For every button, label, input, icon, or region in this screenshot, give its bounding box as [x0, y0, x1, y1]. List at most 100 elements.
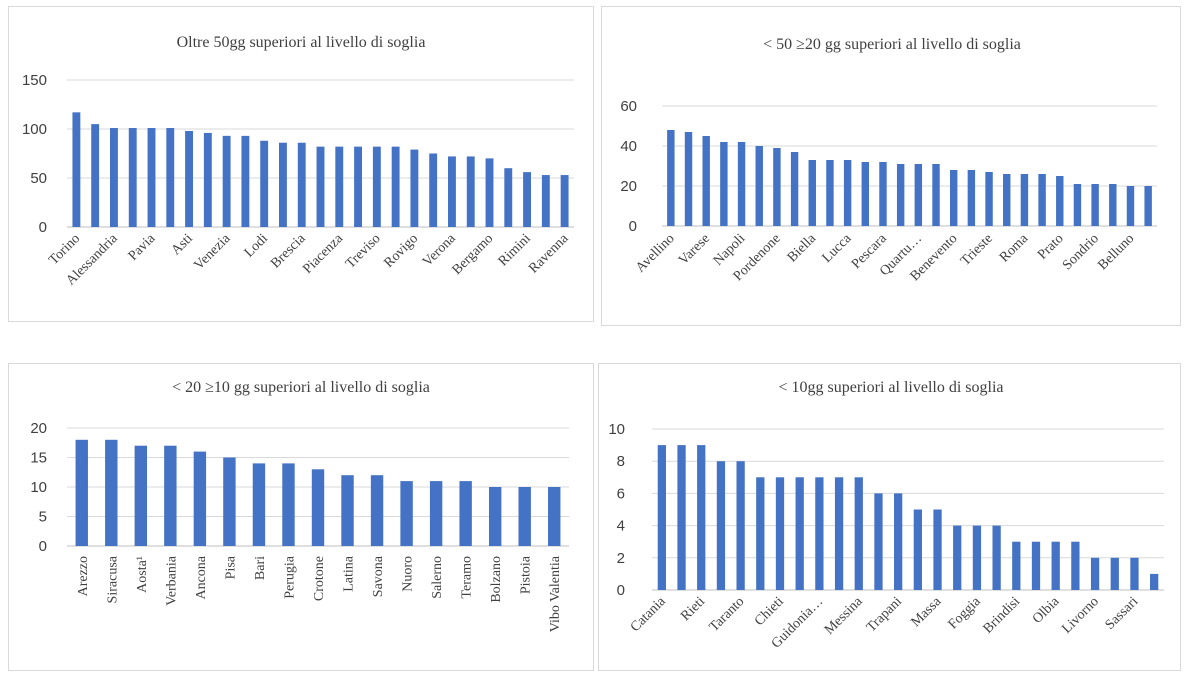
bar [795, 477, 804, 590]
bar [548, 487, 561, 546]
x-tick-label: Sondrio [1060, 231, 1102, 273]
x-tick-label: Trapani [864, 594, 905, 635]
y-tick-label: 6 [617, 485, 625, 502]
x-tick-label: Vibo Valentia [548, 555, 563, 632]
bar [560, 175, 569, 227]
chart-title: < 20 ≥10 gg superiori al livello di sogl… [172, 379, 430, 396]
x-tick-label: Catania [628, 594, 669, 635]
y-tick-label: 15 [30, 450, 47, 467]
bar [790, 152, 799, 226]
chart-svg-oltre-50: Oltre 50gg superiori al livello di sogli… [22, 34, 574, 289]
bar [429, 153, 438, 227]
bar [341, 475, 354, 546]
x-tick-label: Ancona [194, 555, 209, 599]
x-tick-label: Salerno [430, 556, 445, 599]
x-tick-label: Savona [371, 555, 386, 597]
y-tick-label: 100 [22, 121, 47, 138]
bar [702, 136, 710, 226]
bar [1031, 541, 1041, 590]
y-tick-label: 4 [617, 518, 625, 535]
x-tick-label: Chieti [752, 594, 787, 629]
bar [185, 130, 193, 227]
bar [260, 140, 269, 227]
bar [164, 445, 177, 546]
chart-svg-20-10: < 20 ≥10 gg superiori al livello di sogl… [30, 379, 569, 632]
bar [297, 142, 306, 227]
x-tick-label: Perugia [282, 555, 297, 599]
x-tick-label: Prato [1035, 231, 1067, 263]
chart-title: < 50 ≥20 gg superiori al livello di sogl… [763, 36, 1021, 53]
bar [854, 477, 863, 590]
x-tick-label: Sassari [1103, 594, 1142, 633]
bar [843, 160, 852, 226]
bar [949, 170, 958, 226]
x-tick-label: Trieste [958, 231, 996, 269]
bar [933, 509, 942, 590]
bar [953, 525, 962, 590]
bar [1144, 186, 1152, 226]
bar [459, 481, 472, 546]
x-tick-label: Massa [908, 594, 944, 630]
chart-panel-20-10: < 20 ≥10 gg superiori al livello di sogl… [8, 363, 594, 671]
bar [354, 146, 362, 227]
bar [894, 493, 903, 590]
bar [737, 142, 746, 226]
x-tick-label: Asti [169, 231, 196, 258]
x-tick-label: Livorno [1059, 594, 1102, 637]
y-tick-label: 0 [39, 538, 47, 555]
x-tick-label: Taranto [707, 594, 748, 635]
x-tick-label: Piacenza [300, 231, 346, 277]
chart-svg-under-10: < 10gg superiori al livello di soglia 0 2 4… [608, 379, 1164, 652]
x-tick-label: Aosta¹ [135, 556, 150, 593]
bar [282, 463, 295, 546]
bar [913, 509, 922, 590]
bar [736, 461, 745, 590]
bar [448, 156, 456, 227]
bar [1150, 573, 1159, 590]
bar [756, 477, 765, 590]
bar [466, 156, 475, 227]
bar [488, 487, 502, 546]
x-tick-label: Rieti [678, 594, 708, 624]
bar [967, 170, 976, 226]
bar [252, 463, 266, 546]
bar [720, 142, 728, 226]
y-tick-label: 0 [629, 218, 637, 235]
bar [311, 469, 325, 546]
bar [834, 477, 844, 590]
bar [1071, 541, 1080, 590]
bar [523, 172, 531, 227]
bar [1126, 186, 1135, 226]
bar [1056, 176, 1064, 226]
bar [677, 445, 686, 590]
chart-title: < 10gg superiori al livello di soglia [779, 379, 1004, 396]
bar [861, 162, 870, 226]
bar [279, 142, 287, 227]
x-tick-label: Nuoro [401, 556, 416, 592]
bar [1020, 174, 1029, 226]
bar [667, 130, 675, 226]
x-tick-label: Brindisi [981, 594, 1024, 637]
chart-title: Oltre 50gg superiori al livello di sogli… [177, 34, 426, 51]
bar [91, 124, 100, 227]
bar [755, 146, 763, 226]
bar [815, 477, 824, 590]
y-tick-label: 8 [617, 453, 625, 470]
x-tick-label: Pisa [223, 555, 238, 579]
bar [400, 481, 413, 546]
y-tick-label: 0 [617, 582, 625, 599]
bar [1038, 174, 1046, 226]
x-tick-label: Varese [676, 231, 713, 268]
bar [335, 146, 344, 227]
bar [241, 135, 250, 227]
x-tick-label: Verbania [164, 555, 179, 606]
bar [1073, 184, 1082, 226]
x-tick-label: Lodi [242, 231, 271, 260]
chart-panel-oltre-50: Oltre 50gg superiori al livello di sogli… [8, 6, 594, 322]
chart-panel-under-10: < 10gg superiori al livello di soglia 0 2 4… [598, 363, 1181, 671]
x-tick-label: Teramo [460, 556, 475, 599]
y-tick-label: 20 [30, 420, 47, 437]
bar [684, 132, 693, 226]
bar [372, 146, 381, 227]
y-tick-label: 40 [620, 138, 637, 155]
